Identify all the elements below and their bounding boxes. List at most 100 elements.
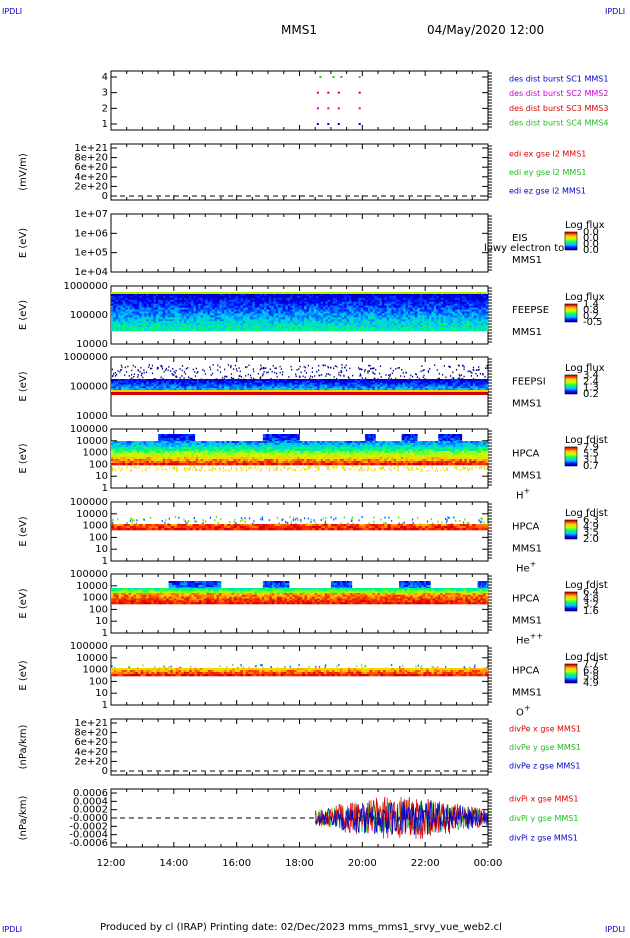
feepsi-spectrogram xyxy=(365,388,368,390)
feepsi-speckle xyxy=(282,374,283,376)
feepse-spectrogram xyxy=(231,308,234,310)
feepse-spectrogram xyxy=(314,308,317,310)
feepse-spectrogram xyxy=(448,317,451,319)
feepse-spectrogram xyxy=(384,323,387,325)
feepse-spectrogram xyxy=(215,312,218,314)
feepse-spectrogram xyxy=(130,323,133,325)
feepse-spectrogram xyxy=(422,323,425,325)
feepsi-spectrogram xyxy=(465,388,468,390)
feepse-spectrogram xyxy=(410,306,413,308)
legend-entry: edi ez gse l2 MMS1 xyxy=(509,187,586,196)
feepse-spectrogram xyxy=(384,319,387,321)
feepse-spectrogram xyxy=(116,308,119,310)
feepsi-spectrogram xyxy=(372,379,375,381)
feepse-spectrogram xyxy=(351,304,354,306)
feepse-spectrogram xyxy=(146,319,149,321)
feepse-spectrogram xyxy=(137,300,140,302)
feepsi-spectrogram xyxy=(196,381,199,383)
feepsi-spectrogram xyxy=(154,381,157,383)
feepse-spectrogram xyxy=(205,329,208,331)
feepse-spectrogram xyxy=(229,296,232,298)
feepsi-spectrogram xyxy=(136,386,139,388)
feepsi-spectrogram xyxy=(121,381,124,383)
feepse-spectrogram xyxy=(431,317,434,319)
feepse-spectrogram xyxy=(123,315,126,317)
feepsi-spectrogram xyxy=(365,386,368,388)
feepse-spectrogram xyxy=(427,323,430,325)
feepse-spectrogram xyxy=(351,308,354,310)
feepse-spectrogram xyxy=(248,321,251,323)
feepse-spectrogram xyxy=(469,294,472,296)
feepse-spectrogram xyxy=(368,329,371,331)
feepsi-spectrogram xyxy=(176,383,179,385)
feepse-spectrogram xyxy=(476,306,479,308)
feepse-spectrogram xyxy=(267,329,270,331)
feepse-spectrogram xyxy=(300,308,303,310)
feepse-spectrogram xyxy=(420,302,423,304)
feepse-spectrogram xyxy=(413,306,416,308)
feepse-spectrogram xyxy=(271,300,274,302)
feepse-spectrogram xyxy=(356,329,359,331)
feepse-spectrogram xyxy=(205,315,208,317)
feepsi-speckle xyxy=(160,365,161,367)
feepsi-spectrogram xyxy=(254,386,257,388)
feepsi-spectrogram xyxy=(171,383,174,385)
feepsi-spectrogram xyxy=(171,386,174,388)
feepse-spectrogram xyxy=(193,310,196,312)
feepse-spectrogram xyxy=(116,319,119,321)
feepsi-spectrogram xyxy=(139,388,142,390)
feepse-spectrogram xyxy=(172,315,175,317)
feepse-spectrogram xyxy=(193,321,196,323)
feepse-spectrogram xyxy=(300,323,303,325)
feepse-spectrogram xyxy=(424,296,427,298)
feepsi-spectrogram xyxy=(483,385,486,387)
feepse-spectrogram xyxy=(439,312,442,314)
feepse-spectrogram xyxy=(229,306,232,308)
feepse-spectrogram xyxy=(332,323,335,325)
feepsi-spectrogram xyxy=(169,383,172,385)
feepse-spectrogram xyxy=(144,317,147,319)
feepse-spectrogram xyxy=(146,310,149,312)
feepse-spectrogram xyxy=(384,315,387,317)
feepsi-spectrogram xyxy=(405,383,408,385)
feepse-spectrogram xyxy=(354,325,357,327)
feepse-spectrogram xyxy=(342,298,345,300)
feepse-spectrogram xyxy=(434,329,437,331)
feepse-spectrogram xyxy=(142,310,145,312)
feepse-spectrogram xyxy=(457,317,460,319)
feepse-spectrogram xyxy=(391,310,394,312)
feepsi-spectrogram xyxy=(201,385,204,387)
feepsi-spectrogram xyxy=(227,385,230,387)
feepse-spectrogram xyxy=(415,327,418,329)
feepse-spectrogram xyxy=(457,329,460,331)
feepsi-spectrogram xyxy=(483,388,486,390)
feepse-spectrogram xyxy=(222,317,225,319)
feepsi-speckle xyxy=(452,371,453,373)
feepse-spectrogram xyxy=(483,306,486,308)
feepsi-speckle xyxy=(224,369,225,371)
feepse-spectrogram xyxy=(267,312,270,314)
feepse-spectrogram xyxy=(365,296,368,298)
feepse-spectrogram xyxy=(264,317,267,319)
feepse-spectrogram xyxy=(257,327,260,329)
feepse-spectrogram xyxy=(297,294,300,296)
feepse-spectrogram xyxy=(387,308,390,310)
feepse-spectrogram xyxy=(137,317,140,319)
feepsi-speckle xyxy=(341,364,342,366)
feepse-spectrogram xyxy=(123,317,126,319)
feepse-spectrogram xyxy=(118,313,121,315)
feepse-spectrogram xyxy=(198,300,201,302)
feepse-spectrogram xyxy=(250,317,253,319)
feepsi-spectrogram xyxy=(302,379,305,381)
feepsi-spectrogram xyxy=(380,383,383,385)
feepse-spectrogram xyxy=(382,313,385,315)
feepse-spectrogram xyxy=(420,308,423,310)
feepse-spectrogram xyxy=(401,313,404,315)
feepse-spectrogram xyxy=(229,310,232,312)
feepsi-spectrogram xyxy=(282,388,285,390)
feepse-spectrogram xyxy=(231,321,234,323)
feepsi-spectrogram xyxy=(166,388,169,390)
feepsi-spectrogram xyxy=(415,385,418,387)
feepse-spectrogram xyxy=(429,310,432,312)
